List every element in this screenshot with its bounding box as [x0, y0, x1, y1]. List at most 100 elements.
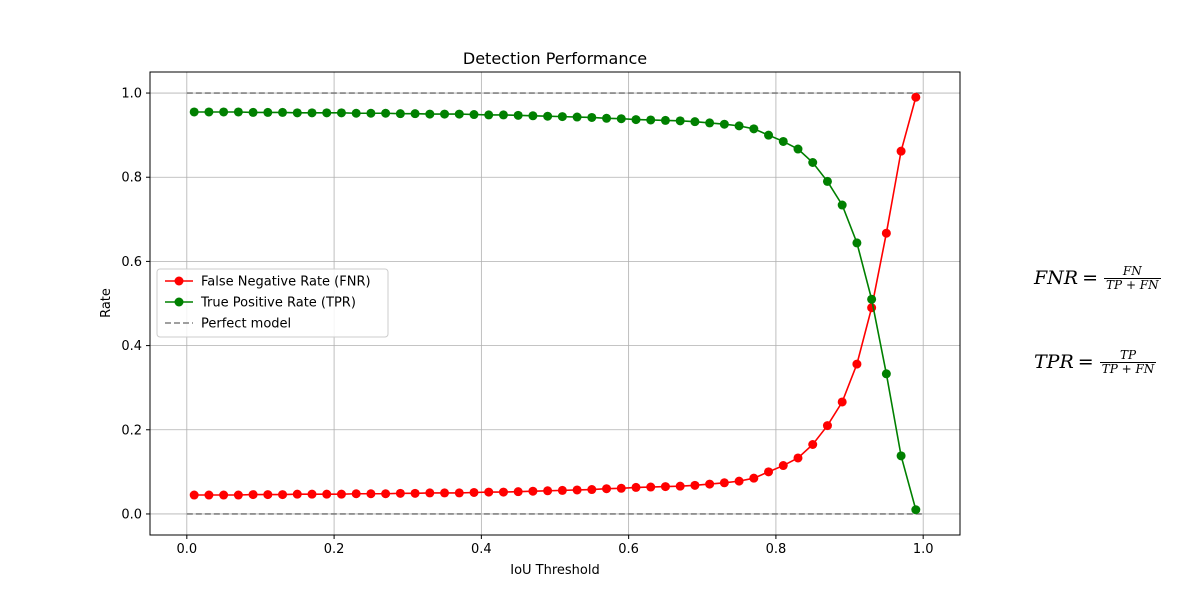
tpr-point [660, 115, 670, 125]
fnr-point [440, 488, 450, 498]
tpr-formula-equals: = [1077, 351, 1094, 374]
tpr-point [631, 115, 641, 125]
x-tick-label: 0.8 [766, 542, 787, 557]
fnr-point [616, 483, 626, 493]
fnr-point [351, 489, 361, 499]
tpr-formula-numerator: TP [1119, 348, 1137, 362]
tpr-point [764, 130, 774, 140]
fnr-point [808, 440, 818, 450]
series-tpr [189, 107, 921, 515]
tpr-formula: TPR = TP TP + FN [1034, 348, 1157, 376]
fnr-point [896, 146, 906, 156]
tpr-formula-lhs: TPR [1034, 351, 1074, 374]
x-tick-label: 0.0 [176, 542, 197, 557]
tpr-point [278, 107, 288, 117]
tpr-point [395, 109, 405, 119]
tpr-point [513, 110, 523, 120]
tpr-point [543, 111, 553, 121]
fnr-point [513, 487, 523, 497]
fnr-point [660, 482, 670, 492]
tpr-point [690, 117, 700, 127]
tpr-point [881, 369, 891, 379]
fnr-point [646, 482, 656, 492]
fnr-point [867, 303, 877, 313]
y-tick-label: 1.0 [121, 87, 142, 102]
fnr-point [322, 489, 332, 499]
tpr-point [705, 118, 715, 128]
tpr-point [822, 176, 832, 186]
y-tick-label: 0.2 [121, 423, 142, 438]
fnr-point [336, 489, 346, 499]
series-layer [189, 92, 921, 515]
fnr-point [395, 488, 405, 498]
tpr-point [852, 238, 862, 248]
tpr-point [381, 108, 391, 118]
fnr-point [705, 479, 715, 489]
x-tick-label: 1.0 [913, 542, 934, 557]
tpr-point [602, 113, 612, 123]
tpr-point [837, 200, 847, 210]
tpr-point [204, 107, 214, 117]
fnr-point [793, 453, 803, 463]
fnr-point [749, 473, 759, 483]
tpr-point [469, 110, 479, 120]
fnr-point [852, 359, 862, 369]
fnr-point [233, 490, 243, 500]
legend-marker-tpr [174, 297, 184, 307]
fnr-point [837, 397, 847, 407]
tpr-point [498, 110, 508, 120]
tpr-point [719, 119, 729, 129]
tpr-point [322, 108, 332, 118]
fnr-point [307, 489, 317, 499]
plot-frame [149, 71, 961, 536]
tpr-point [351, 108, 361, 118]
x-tick-label: 0.6 [618, 542, 639, 557]
fnr-point [381, 489, 391, 499]
axis-ticks: 0.0 0.2 0.4 0.6 0.8 1.0 0.0 0.2 0.4 0.6 0.8 1.0 [121, 87, 933, 557]
y-tick-label: 0.4 [121, 339, 142, 354]
fnr-formula-denominator: TP + FN [1104, 277, 1161, 292]
fnr-point [528, 486, 538, 496]
fnr-point [587, 485, 597, 495]
fnr-point [602, 484, 612, 494]
fnr-point [454, 488, 464, 498]
legend-box [156, 268, 389, 338]
fnr-point [204, 490, 214, 500]
fnr-point [292, 489, 302, 499]
fnr-point [484, 487, 494, 497]
tpr-point [454, 109, 464, 119]
tpr-point [410, 109, 420, 119]
tpr-point [528, 111, 538, 121]
fnr-point [719, 478, 729, 488]
tpr-point [307, 108, 317, 118]
fnr-formula-lhs: FNR [1034, 267, 1079, 290]
tpr-point [366, 108, 376, 118]
tpr-point [263, 107, 273, 117]
legend-label-tpr: True Positive Rate (TPR) [200, 296, 356, 311]
tpr-formula-denominator: TP + FN [1099, 361, 1157, 376]
tpr-point [189, 107, 199, 117]
fnr-point [572, 485, 582, 495]
tpr-point [616, 114, 626, 124]
fnr-point [764, 467, 774, 477]
fnr-formula-fraction: FN TP + FN [1104, 265, 1161, 291]
fnr-point [631, 482, 641, 492]
tpr-point [292, 108, 302, 118]
chart-title: Detection Performance [463, 49, 647, 68]
x-axis-title: IoU Threshold [510, 563, 600, 578]
fnr-point [498, 487, 508, 497]
tpr-point [219, 107, 229, 117]
tpr-point [440, 109, 450, 119]
fnr-point [543, 486, 553, 496]
fnr-formula: FNR = FN TP + FN [1034, 265, 1161, 291]
fnr-point [366, 489, 376, 499]
fnr-point [278, 490, 288, 500]
fnr-point [675, 481, 685, 491]
perfect-model-lines [186, 92, 924, 515]
fnr-point [469, 487, 479, 497]
tpr-point [646, 115, 656, 125]
tpr-point [896, 451, 906, 461]
y-tick-label: 0.6 [121, 255, 142, 270]
fnr-point [263, 490, 273, 500]
